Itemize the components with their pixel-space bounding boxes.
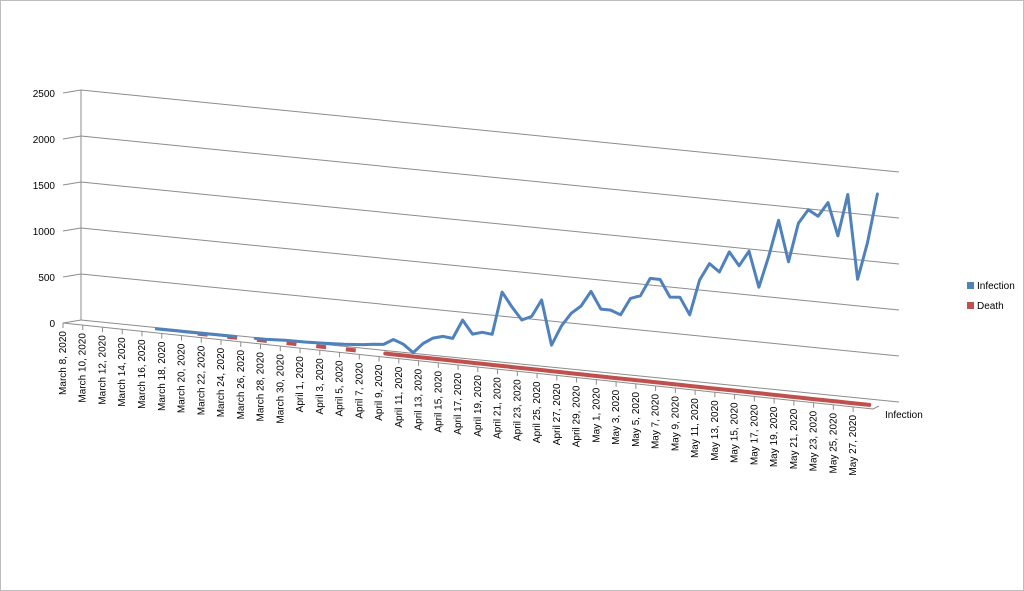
gridline xyxy=(80,273,900,357)
x-tick-label: April 13, 2020 xyxy=(414,368,425,430)
x-tick-label: May 9, 2020 xyxy=(670,396,681,451)
infection-line xyxy=(154,192,879,355)
x-tick-label: April 11, 2020 xyxy=(394,366,405,427)
gridline-side xyxy=(62,89,82,94)
death-marker xyxy=(316,344,327,350)
x-tick-label: April 21, 2020 xyxy=(493,377,504,439)
x-tick-label: May 17, 2020 xyxy=(749,404,760,465)
x-tick-label: April 25, 2020 xyxy=(532,381,543,443)
x-tick-label: April 7, 2020 xyxy=(354,362,365,419)
gridline-side xyxy=(62,227,82,232)
x-tick-label: April 19, 2020 xyxy=(473,375,484,437)
x-tick-label: May 27, 2020 xyxy=(848,415,859,476)
x-tick-label: April 29, 2020 xyxy=(572,385,583,447)
gridline xyxy=(80,227,900,311)
x-tick-label: May 1, 2020 xyxy=(591,387,602,442)
x-tick-label: March 8, 2020 xyxy=(58,331,69,395)
depth-axis-label: Infection xyxy=(885,410,923,421)
x-tick-label: April 17, 2020 xyxy=(453,373,464,435)
legend-label-death: Death xyxy=(977,301,1004,312)
x-tick-label: March 16, 2020 xyxy=(137,339,148,409)
death-marker xyxy=(286,341,297,347)
x-tick-label: April 23, 2020 xyxy=(512,379,523,441)
x-tick-label: April 1, 2020 xyxy=(295,356,306,413)
depth-axis xyxy=(872,405,880,410)
x-tick-label: May 19, 2020 xyxy=(769,406,780,467)
x-tick-label: April 5, 2020 xyxy=(335,360,346,417)
x-tick-label: March 24, 2020 xyxy=(216,347,227,417)
gridline-side xyxy=(62,319,82,324)
gridline-side xyxy=(62,181,82,186)
gridline-side xyxy=(62,273,82,278)
x-tick-label: May 7, 2020 xyxy=(651,394,662,449)
x-tick-label: May 5, 2020 xyxy=(631,391,642,446)
death-marker xyxy=(345,347,356,353)
x-tick-label: March 22, 2020 xyxy=(196,345,207,415)
x-tick-label: March 14, 2020 xyxy=(117,337,128,407)
x-tick-label: May 23, 2020 xyxy=(809,410,820,471)
x-tick-label: May 3, 2020 xyxy=(611,389,622,444)
x-tick-label: April 3, 2020 xyxy=(315,358,326,415)
x-axis xyxy=(62,322,874,410)
x-tick-label: May 11, 2020 xyxy=(690,398,701,458)
gridline xyxy=(80,135,900,219)
y-tick-label: 2000 xyxy=(33,135,56,146)
legend-label-infection: Infection xyxy=(977,281,1015,292)
x-tick-label: May 25, 2020 xyxy=(828,412,839,473)
x-tick-label: May 21, 2020 xyxy=(789,408,800,469)
y-tick-label: 500 xyxy=(38,273,55,284)
x-tick-label: March 26, 2020 xyxy=(236,349,247,419)
gridline-side xyxy=(62,135,82,140)
legend-swatch-death xyxy=(967,302,974,309)
x-tick-label: May 13, 2020 xyxy=(710,400,721,461)
x-tick-label: March 18, 2020 xyxy=(157,341,168,411)
death-line xyxy=(383,351,872,407)
x-tick-label: March 20, 2020 xyxy=(177,343,188,413)
y-tick-label: 1500 xyxy=(33,181,56,192)
x-tick-label: March 12, 2020 xyxy=(98,335,109,405)
gridline xyxy=(80,181,900,265)
x-tick-label: April 9, 2020 xyxy=(374,364,385,421)
x-tick-label: March 28, 2020 xyxy=(256,352,267,422)
legend-swatch-infection xyxy=(967,282,974,289)
y-tick-label: 1000 xyxy=(33,227,56,238)
x-tick-label: March 30, 2020 xyxy=(275,354,286,424)
y-tick-label: 2500 xyxy=(33,89,56,100)
x-tick-label: March 10, 2020 xyxy=(78,333,89,403)
x-tick-label: May 15, 2020 xyxy=(730,402,741,463)
gridline xyxy=(80,89,900,173)
y-tick-label: 0 xyxy=(49,319,55,330)
x-tick-label: April 27, 2020 xyxy=(552,383,563,445)
x-tick-label: April 15, 2020 xyxy=(433,370,444,432)
